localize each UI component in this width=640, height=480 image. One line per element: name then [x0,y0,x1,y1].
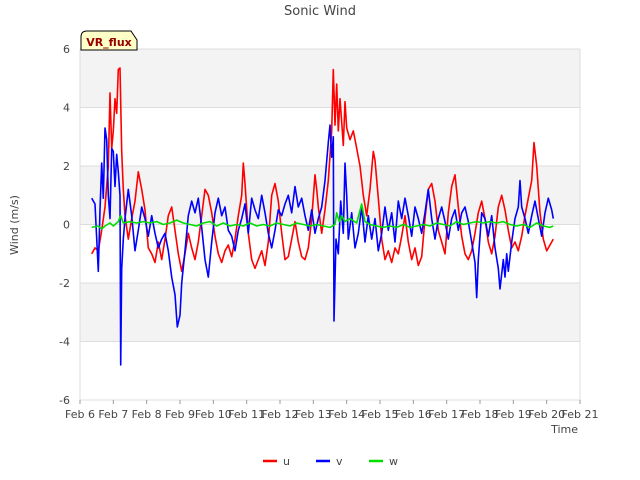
y-tick-label: 2 [63,160,70,173]
series-w-line [91,203,554,230]
y-tick-label: -2 [59,277,70,290]
vr-flux-badge: VR_flux [80,30,138,51]
x-tick-label: Feb 11 [228,408,265,421]
y-tick-label: -4 [59,336,70,349]
x-tick-label: Feb 15 [362,408,399,421]
y-tick-label: 4 [63,102,70,115]
x-tick-label: Feb 10 [195,408,232,421]
x-tick-label: Feb 20 [528,408,565,421]
grid-band [80,166,580,225]
grid-band [80,49,580,108]
series-layer [91,67,555,366]
x-axis-label: Time [550,423,578,436]
x-tick-label: Feb 21 [562,408,599,421]
x-tick-label: Feb 9 [165,408,195,421]
x-tick-label: Feb 6 [65,408,95,421]
x-tick-label: Feb 19 [495,408,532,421]
x-tick-label: Feb 12 [262,408,299,421]
x-tick-label: Feb 7 [98,408,128,421]
y-tick-label: 6 [63,43,70,56]
legend-label-v: v [336,455,343,468]
x-tick-label: Feb 16 [395,408,432,421]
y-axis-ticks: -6 -4 -2 0 2 4 6 [59,43,70,407]
x-tick-label: Feb 13 [295,408,332,421]
legend-label-u: u [283,455,290,468]
series-v-line [91,124,555,366]
y-axis-label: Wind (m/s) [8,195,21,255]
x-tick-label: Feb 17 [428,408,465,421]
x-tick-label: Feb 8 [132,408,162,421]
y-tick-label: 0 [63,219,70,232]
grid-band [80,283,580,342]
chart-title: Sonic Wind [284,4,356,19]
vr-flux-badge-label: VR_flux [86,36,132,49]
x-tick-label: Feb 18 [462,408,499,421]
y-tick-label: -6 [59,394,70,407]
x-tick-label: Feb 14 [328,408,365,421]
legend-label-w: w [389,455,398,468]
legend: u v w [263,455,398,468]
